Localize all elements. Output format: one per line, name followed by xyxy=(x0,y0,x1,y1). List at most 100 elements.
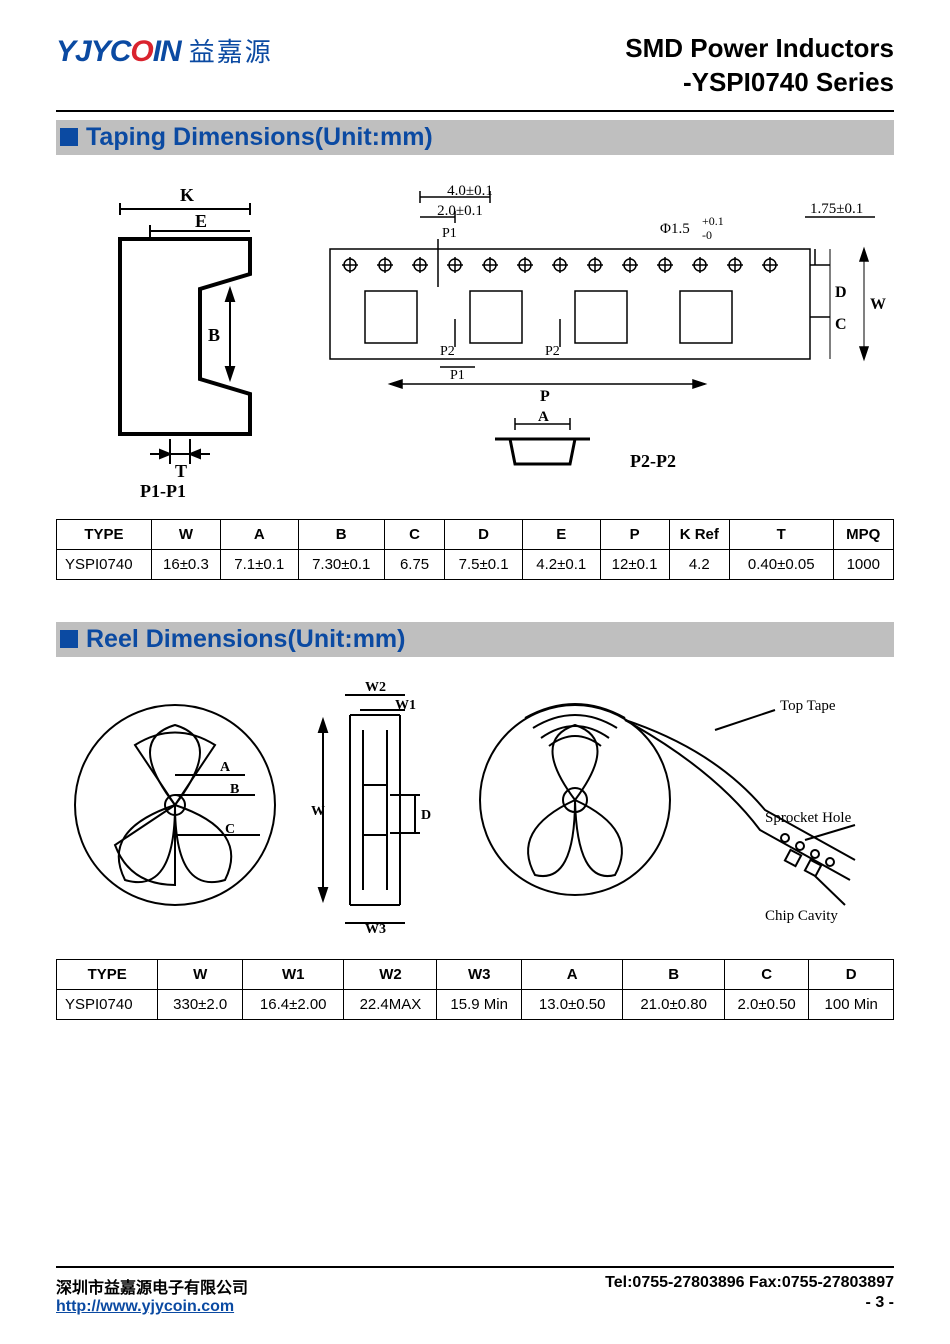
label-reel-A: A xyxy=(220,760,231,775)
label-T: T xyxy=(175,461,187,481)
reel-diagram: A B C xyxy=(56,675,894,935)
table-cell: 16±0.3 xyxy=(151,549,220,579)
table-header-cell: A xyxy=(220,519,298,549)
label-B: B xyxy=(208,325,220,345)
diagram-reel-side: W2 W1 W D W3 xyxy=(305,675,445,935)
label-sprocket: Sprocket Hole xyxy=(765,810,852,826)
label-P1P1: P1-P1 xyxy=(140,481,186,499)
table-cell: 7.30±0.1 xyxy=(298,549,384,579)
label-P2b: P2 xyxy=(545,344,560,359)
table-cell: 7.1±0.1 xyxy=(220,549,298,579)
label-phi-dn: -0 xyxy=(702,228,712,242)
footer-url[interactable]: http://www.yjycoin.com xyxy=(56,1298,234,1315)
section-taping-label: Taping Dimensions(Unit:mm) xyxy=(86,123,433,152)
table-header-cell: T xyxy=(729,519,833,549)
footer-page: - 3 - xyxy=(605,1294,894,1312)
doc-title-line1: SMD Power Inductors xyxy=(625,32,894,66)
table-header-cell: W xyxy=(158,959,243,989)
table-cell: 12±0.1 xyxy=(600,549,669,579)
label-phi-up: +0.1 xyxy=(702,214,724,228)
label-reel-C: C xyxy=(225,822,235,837)
section-taping-title: Taping Dimensions(Unit:mm) xyxy=(56,120,894,155)
table-cell: 4.2 xyxy=(669,549,729,579)
table-cell: 100 Min xyxy=(809,989,894,1019)
table-cell: 2.0±0.50 xyxy=(724,989,809,1019)
label-P2a: P2 xyxy=(440,344,455,359)
table-cell: 330±2.0 xyxy=(158,989,243,1019)
footer-telfax: Tel:0755-27803896 Fax:0755-27803897 xyxy=(605,1274,894,1292)
taping-table: TYPEWABCDEPK RefTMPQ YSPI074016±0.37.1±0… xyxy=(56,519,894,580)
diagram-reel-tape: Top Tape Sprocket Hole Chip Cavity xyxy=(465,680,885,930)
label-phi: Φ1.5 xyxy=(660,221,690,237)
footer-company: 深圳市益嘉源电子有限公司 xyxy=(56,1274,248,1298)
label-W: W xyxy=(870,296,886,313)
label-reel-D: D xyxy=(421,808,431,823)
square-bullet-icon xyxy=(60,128,78,146)
table-header-cell: C xyxy=(384,519,444,549)
table-header-cell: MPQ xyxy=(833,519,893,549)
table-cell: 0.40±0.05 xyxy=(729,549,833,579)
label-P2P2: P2-P2 xyxy=(630,451,676,471)
table-header-cell: P xyxy=(600,519,669,549)
table-cell: 16.4±2.00 xyxy=(242,989,343,1019)
table-header-cell: B xyxy=(298,519,384,549)
label-2.0: 2.0±0.1 xyxy=(437,203,483,219)
section-reel-label: Reel Dimensions(Unit:mm) xyxy=(86,625,405,654)
table-header-cell: A xyxy=(521,959,622,989)
table-cell: 15.9 Min xyxy=(437,989,522,1019)
table-cell: 22.4MAX xyxy=(344,989,437,1019)
label-D: D xyxy=(835,284,847,301)
header: YJYCOIN 益嘉源 SMD Power Inductors -YSPI074… xyxy=(56,32,894,100)
table-header-cell: W1 xyxy=(242,959,343,989)
table-header-cell: D xyxy=(445,519,523,549)
logo-brand-en: YJYCOIN xyxy=(56,35,181,69)
footer-left: 深圳市益嘉源电子有限公司 http://www.yjycoin.com xyxy=(56,1274,248,1316)
table-cell: 7.5±0.1 xyxy=(445,549,523,579)
table-header-cell: K Ref xyxy=(669,519,729,549)
logo-brand-cn: 益嘉源 xyxy=(189,32,273,69)
table-row: YSPI074016±0.37.1±0.17.30±0.16.757.5±0.1… xyxy=(57,549,894,579)
label-K: K xyxy=(180,185,194,205)
table-header-cell: D xyxy=(809,959,894,989)
table-cell: 1000 xyxy=(833,549,893,579)
label-P1-bot: P1 xyxy=(450,368,465,383)
label-W2: W2 xyxy=(365,680,386,695)
label-E: E xyxy=(195,211,207,231)
label-reel-W: W xyxy=(311,804,325,819)
table-row: YSPI0740330±2.016.4±2.0022.4MAX15.9 Min1… xyxy=(57,989,894,1019)
footer-rule xyxy=(56,1266,894,1268)
label-reel-B: B xyxy=(230,782,239,797)
label-chip-cavity: Chip Cavity xyxy=(765,908,838,924)
table-header-cell: TYPE xyxy=(57,959,158,989)
logo: YJYCOIN 益嘉源 xyxy=(56,32,273,69)
table-cell: 13.0±0.50 xyxy=(521,989,622,1019)
table-header-cell: B xyxy=(623,959,724,989)
table-cell: 6.75 xyxy=(384,549,444,579)
label-P1-top: P1 xyxy=(442,226,457,241)
table-header-cell: E xyxy=(522,519,600,549)
footer: 深圳市益嘉源电子有限公司 http://www.yjycoin.com Tel:… xyxy=(56,1274,894,1316)
footer-right: Tel:0755-27803896 Fax:0755-27803897 - 3 … xyxy=(605,1274,894,1316)
label-4.0: 4.0±0.1 xyxy=(447,183,493,199)
label-C: C xyxy=(835,316,847,333)
table-header-cell: W2 xyxy=(344,959,437,989)
table-header-cell: C xyxy=(724,959,809,989)
section-reel-title: Reel Dimensions(Unit:mm) xyxy=(56,622,894,657)
table-header-cell: W xyxy=(151,519,220,549)
square-bullet-icon xyxy=(60,630,78,648)
table-header-cell: W3 xyxy=(437,959,522,989)
table-header-cell: TYPE xyxy=(57,519,152,549)
header-rule xyxy=(56,110,894,112)
label-W1: W1 xyxy=(395,698,416,713)
table-cell: YSPI0740 xyxy=(57,549,152,579)
table-cell: YSPI0740 xyxy=(57,989,158,1019)
diagram-reel-front: A B C xyxy=(65,685,285,925)
taping-diagram: K E B T P1-P1 xyxy=(56,179,894,499)
label-A: A xyxy=(538,409,549,425)
label-top-tape: Top Tape xyxy=(780,698,836,714)
label-W3: W3 xyxy=(365,922,386,935)
doc-title-line2: -YSPI0740 Series xyxy=(625,66,894,100)
table-cell: 21.0±0.80 xyxy=(623,989,724,1019)
table-cell: 4.2±0.1 xyxy=(522,549,600,579)
document-title: SMD Power Inductors -YSPI0740 Series xyxy=(625,32,894,100)
